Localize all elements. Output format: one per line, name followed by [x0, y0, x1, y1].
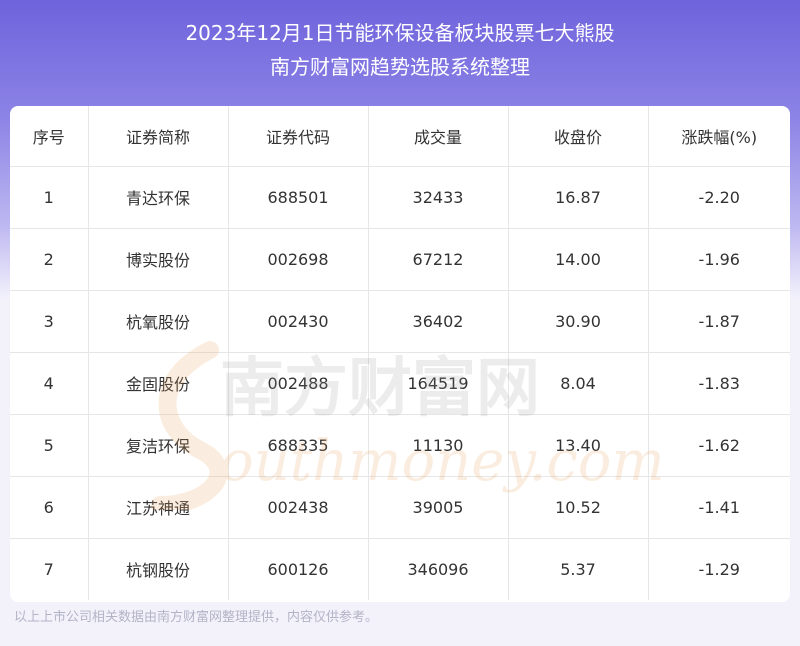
header-code: 证券代码	[228, 106, 369, 167]
cell-code: 002438	[228, 476, 369, 539]
table-header-row: 序号 证券简称 证券代码 成交量 收盘价 涨跌幅(%)	[10, 106, 790, 167]
cell-volume: 346096	[368, 538, 509, 600]
table-card: 序号 证券简称 证券代码 成交量 收盘价 涨跌幅(%) 1 青达环保 68850…	[10, 106, 790, 602]
cell-volume: 36402	[368, 290, 509, 353]
cell-name: 杭氧股份	[88, 290, 229, 353]
header-index: 序号	[10, 106, 89, 167]
cell-index: 1	[10, 166, 89, 229]
cell-code: 600126	[228, 538, 369, 600]
cell-volume: 39005	[368, 476, 509, 539]
header-name: 证券简称	[88, 106, 229, 167]
cell-name: 复洁环保	[88, 414, 229, 477]
cell-change: -1.96	[648, 228, 790, 291]
cell-change: -2.20	[648, 166, 790, 229]
cell-code: 688501	[228, 166, 369, 229]
cell-code: 688335	[228, 414, 369, 477]
cell-close: 16.87	[508, 166, 649, 229]
cell-change: -1.29	[698, 559, 740, 579]
cell-index: 7	[10, 538, 89, 600]
cell-close: 14.00	[508, 228, 649, 291]
cell-change: -1.62	[648, 414, 790, 477]
table-row: 6 江苏神通 002438 39005 10.52 -1.41	[10, 476, 790, 539]
cell-change: -1.83	[648, 352, 790, 415]
cell-name: 江苏神通	[88, 476, 229, 539]
table-row: 5 复洁环保 688335 11130 13.40 -1.62	[10, 414, 790, 477]
cell-close: 8.04	[508, 352, 649, 415]
cell-change: -1.41	[648, 476, 790, 539]
table-row: 7 杭钢股份 600126 346096 5.37 -1.29	[10, 538, 790, 600]
cell-volume: 67212	[368, 228, 509, 291]
header-close: 收盘价	[508, 106, 649, 167]
cell-code: 002430	[228, 290, 369, 353]
cell-name: 杭钢股份	[88, 538, 229, 600]
cell-volume: 11130	[368, 414, 509, 477]
title-line-1: 2023年12月1日节能环保设备板块股票七大熊股	[185, 21, 615, 45]
cell-name: 青达环保	[88, 166, 229, 229]
cell-code: 002488	[228, 352, 369, 415]
table-row: 1 青达环保 688501 32433 16.87 -2.20	[10, 166, 790, 229]
header-change: 涨跌幅(%)	[648, 106, 790, 167]
table-row: 4 金固股份 002488 164519 8.04 -1.83	[10, 352, 790, 415]
cell-name: 博实股份	[88, 228, 229, 291]
cell-index: 3	[10, 290, 89, 353]
cell-close: 10.52	[508, 476, 649, 539]
title-line-2: 南方财富网趋势选股系统整理	[270, 55, 530, 79]
cell-volume: 164519	[368, 352, 509, 415]
cell-close: 30.90	[508, 290, 649, 353]
table-row: 3 杭氧股份 002430 36402 30.90 -1.87	[10, 290, 790, 353]
cell-name: 金固股份	[88, 352, 229, 415]
stock-table: 序号 证券简称 证券代码 成交量 收盘价 涨跌幅(%) 1 青达环保 68850…	[10, 106, 790, 600]
cell-index: 4	[10, 352, 89, 415]
cell-close: 5.37	[508, 538, 649, 600]
table-row: 2 博实股份 002698 67212 14.00 -1.96	[10, 228, 790, 291]
cell-index: 5	[10, 414, 89, 477]
header-volume: 成交量	[368, 106, 509, 167]
cell-change: -1.87	[648, 290, 790, 353]
cell-code: 002698	[228, 228, 369, 291]
footer-note: 以上上市公司相关数据由南方财富网整理提供，内容仅供参考。	[14, 610, 379, 625]
cell-close: 13.40	[508, 414, 649, 477]
page-title: 2023年12月1日节能环保设备板块股票七大熊股 南方财富网趋势选股系统整理	[0, 16, 800, 84]
cell-index: 6	[10, 476, 89, 539]
cell-volume: 32433	[368, 166, 509, 229]
cell-index: 2	[10, 228, 89, 291]
